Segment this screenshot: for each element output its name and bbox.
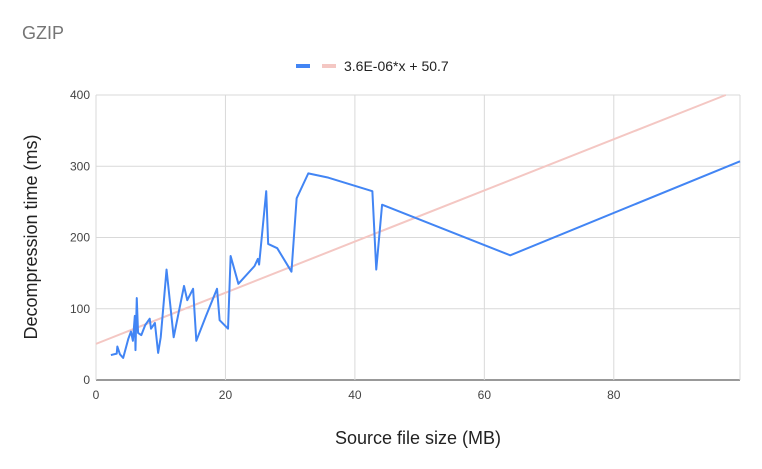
y-tick-label: 100: [70, 302, 90, 316]
y-tick-label: 0: [83, 373, 90, 387]
plot-area: [95, 94, 741, 359]
legend: 3.6E-06*x + 50.7: [296, 58, 449, 74]
series-line-decompression-time: [110, 160, 741, 359]
tick-labels: 0 100 200 300 400 0 20 40 60 80: [70, 88, 621, 402]
x-tick-label: 60: [478, 388, 492, 402]
x-tick-label: 20: [219, 388, 233, 402]
y-tick-label: 200: [70, 231, 90, 245]
legend-label-trendline: 3.6E-06*x + 50.7: [344, 58, 449, 74]
y-tick-label: 400: [70, 88, 90, 102]
series-line-trendline: [95, 94, 727, 345]
x-tick-label: 0: [93, 388, 100, 402]
x-tick-label: 80: [607, 388, 621, 402]
x-tick-label: 40: [348, 388, 362, 402]
x-axis-label: Source file size (MB): [335, 428, 501, 448]
y-axis-label: Decompression time (ms): [21, 134, 41, 339]
chart-title: GZIP: [22, 23, 64, 43]
y-tick-label: 300: [70, 159, 90, 173]
gridlines: [95, 94, 741, 381]
